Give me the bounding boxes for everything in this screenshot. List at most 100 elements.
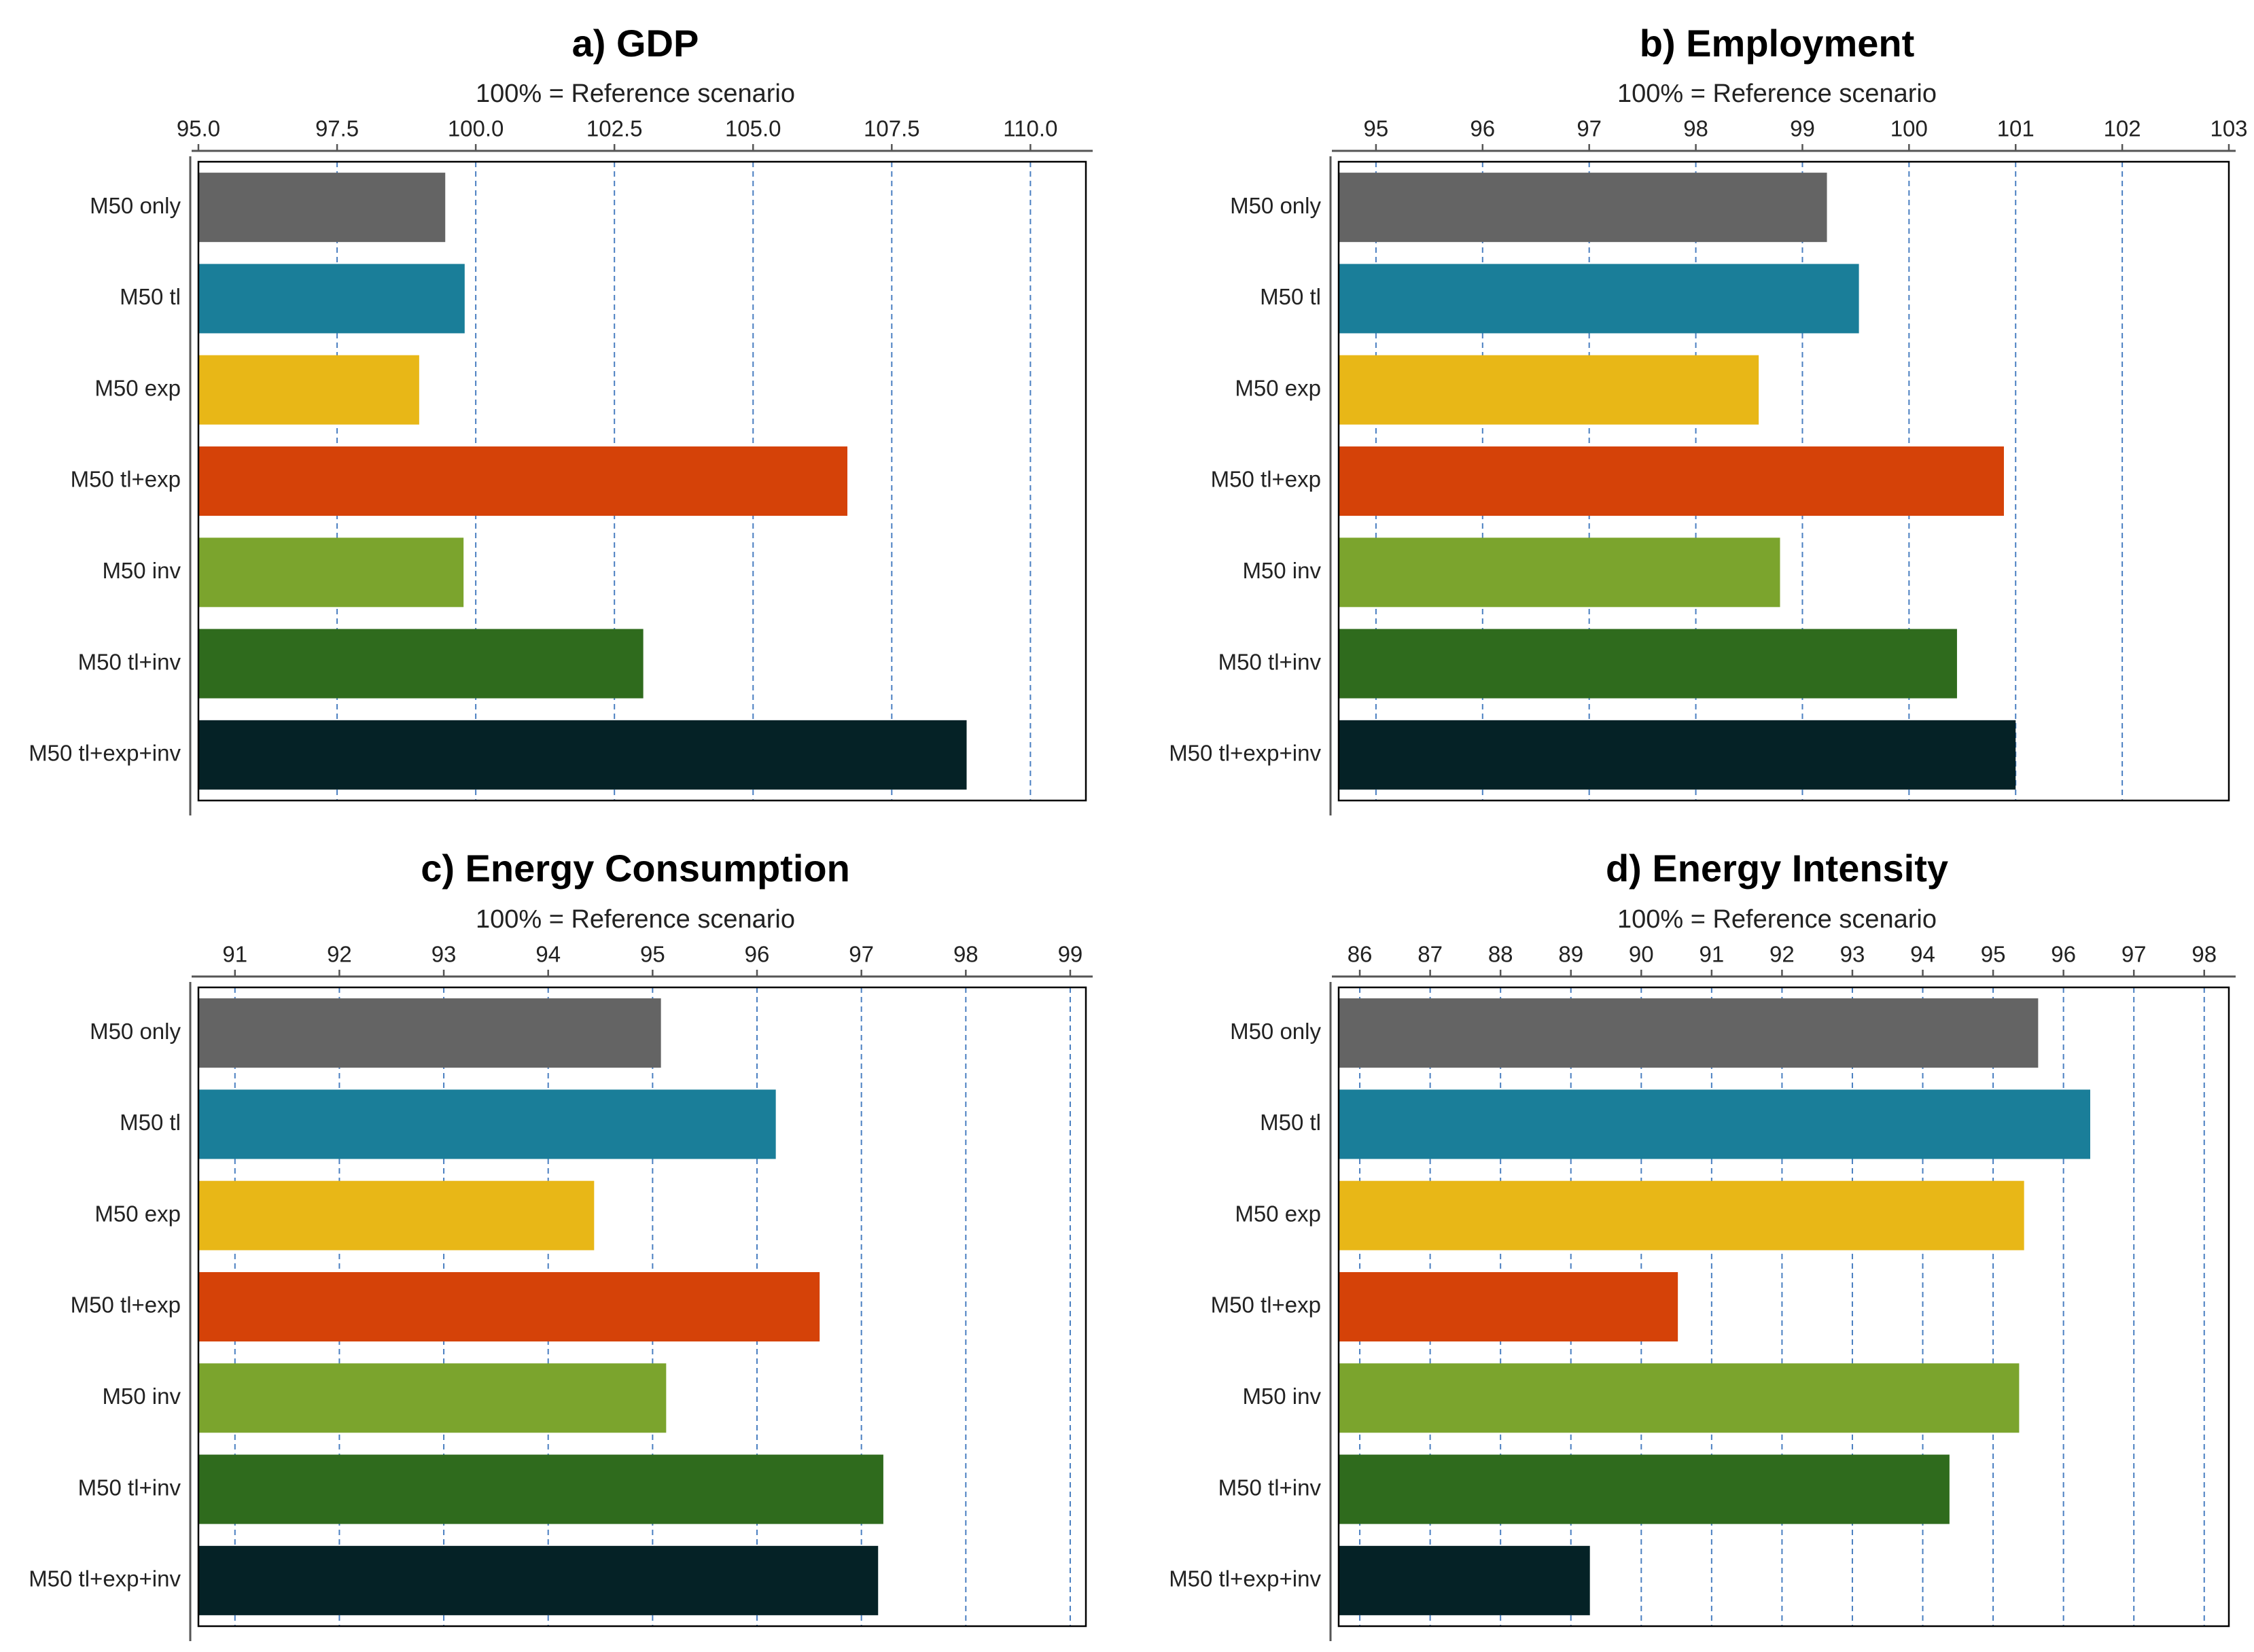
- chart0-bar-m50-tl-exp: [198, 446, 848, 516]
- chart2-bar-m50-tl-inv: [198, 1454, 883, 1524]
- chart0-bar-m50-only: [198, 173, 446, 243]
- chart1-tick-label-100: 100: [1890, 116, 1928, 141]
- chart1-bar-m50-tl-exp-inv: [1339, 720, 2016, 790]
- chart1-bar-m50-tl-inv: [1339, 629, 1957, 699]
- chart2-tick-label-96: 96: [745, 942, 770, 967]
- chart3-tick-label-98: 98: [2191, 942, 2217, 967]
- chart2-tick-label-94: 94: [535, 942, 561, 967]
- chart3-tick-label-93: 93: [1840, 942, 1865, 967]
- chart3-plot-frame: [1337, 986, 2230, 1628]
- chart1-category-label-m50-tl-exp-inv: M50 tl+exp+inv: [1169, 741, 1321, 766]
- chart0-bar-m50-tl-exp-inv: [198, 720, 967, 790]
- chart2-category-label-m50-tl-exp: M50 tl+exp: [71, 1293, 181, 1318]
- chart2-tick-label-97: 97: [849, 942, 874, 967]
- chart3-title: d) Energy Intensity: [1606, 847, 1948, 890]
- chart3-tick-label-96: 96: [2051, 942, 2076, 967]
- chart1-bar-m50-exp: [1339, 355, 1759, 425]
- chart1-plot-frame: [1337, 160, 2230, 802]
- chart0-category-label-m50-inv: M50 inv: [102, 558, 181, 583]
- chart0-bar-m50-exp: [198, 355, 419, 425]
- panel-energy-consumption: c) Energy Consumption 100% = Reference sc…: [0, 826, 1114, 1652]
- chart0-category-label-m50-tl-exp-inv: M50 tl+exp+inv: [29, 741, 181, 766]
- panel-gdp: a) GDP 100% = Reference scenario 95.0 97.5 1…: [0, 0, 1114, 822]
- chart3-category-label-m50-tl-exp-inv: M50 tl+exp+inv: [1169, 1566, 1321, 1592]
- chart1-bar-m50-tl-exp: [1339, 446, 2004, 516]
- chart3-tick-label-86: 86: [1348, 942, 1373, 967]
- chart1-tick-label-103: 103: [2210, 116, 2247, 141]
- chart3-category-label-m50-only: M50 only: [1230, 1019, 1321, 1044]
- chart0-bar-m50-inv: [198, 538, 464, 608]
- chart-employment: b) Employment 100% = Reference scenario 95…: [1169, 22, 2248, 815]
- chart2-category-label-m50-exp: M50 exp: [94, 1201, 181, 1226]
- chart1-tick-label-95: 95: [1364, 116, 1389, 141]
- chart3-tick-label-94: 94: [1910, 942, 1935, 967]
- chart1-category-label-m50-inv: M50 inv: [1242, 558, 1321, 583]
- chart1-tick-label-98: 98: [1683, 116, 1708, 141]
- chart0-tick-label-107-5: 107.5: [864, 116, 920, 141]
- chart-energy-intensity: d) Energy Intensity 100% = Reference scen…: [1169, 847, 2236, 1641]
- chart2-category-label-m50-only: M50 only: [90, 1019, 181, 1044]
- chart2-tick-label-98: 98: [953, 942, 979, 967]
- chart1-title: b) Employment: [1640, 22, 1914, 65]
- chart0-tick-label-105-0: 105.0: [725, 116, 781, 141]
- chart1-category-label-m50-tl-exp: M50 tl+exp: [1211, 467, 1321, 492]
- chart0-category-label-m50-tl-inv: M50 tl+inv: [78, 649, 181, 674]
- chart0-category-label-m50-exp: M50 exp: [94, 375, 181, 400]
- chart2-bar-m50-tl-exp: [198, 1271, 820, 1342]
- chart0-tick-label-97-5: 97.5: [315, 116, 359, 141]
- chart2-tick-label-95: 95: [640, 942, 665, 967]
- chart2-tick-label-92: 92: [327, 942, 352, 967]
- chart2-bar-m50-inv: [198, 1363, 667, 1433]
- chart3-bar-m50-exp: [1339, 1180, 2024, 1250]
- chart2-bar-m50-tl: [198, 1089, 776, 1159]
- chart3-tick-label-95: 95: [1981, 942, 2006, 967]
- chart1-tick-label-96: 96: [1470, 116, 1495, 141]
- chart3-category-label-m50-tl: M50 tl: [1260, 1110, 1321, 1135]
- chart3-bar-m50-tl: [1339, 1089, 2090, 1159]
- panel-employment: b) Employment 100% = Reference scenario 95…: [1142, 0, 2254, 822]
- chart3-tick-label-97: 97: [2121, 942, 2147, 967]
- chart0-plot-frame: [197, 160, 1087, 802]
- chart2-tick-label-91: 91: [222, 942, 247, 967]
- chart2-bar-m50-exp: [198, 1180, 595, 1250]
- chart3-tick-label-90: 90: [1629, 942, 1654, 967]
- chart0-tick-label-110-0: 110.0: [1003, 116, 1057, 141]
- chart3-x-axis-label: 100% = Reference scenario: [1617, 905, 1937, 934]
- chart3-bar-m50-inv: [1339, 1363, 2020, 1433]
- chart2-category-label-m50-tl-exp-inv: M50 tl+exp+inv: [29, 1566, 181, 1592]
- chart3-bar-m50-only: [1339, 998, 2039, 1068]
- chart1-category-label-m50-only: M50 only: [1230, 193, 1321, 218]
- chart0-title: a) GDP: [572, 22, 699, 65]
- chart3-category-label-m50-tl-inv: M50 tl+inv: [1218, 1475, 1322, 1500]
- chart3-category-label-m50-exp: M50 exp: [1235, 1201, 1321, 1226]
- chart2-title: c) Energy Consumption: [421, 847, 850, 890]
- chart3-category-label-m50-tl-exp: M50 tl+exp: [1211, 1293, 1321, 1318]
- chart2-category-label-m50-inv: M50 inv: [102, 1384, 181, 1409]
- chart1-tick-label-101: 101: [1997, 116, 2035, 141]
- chart3-tick-label-92: 92: [1769, 942, 1795, 967]
- chart3-category-label-m50-inv: M50 inv: [1242, 1384, 1321, 1409]
- chart2-tick-label-93: 93: [432, 942, 457, 967]
- chart0-x-axis-label: 100% = Reference scenario: [476, 80, 795, 108]
- chart0-category-label-m50-tl-exp: M50 tl+exp: [71, 467, 181, 492]
- chart1-category-label-m50-exp: M50 exp: [1235, 375, 1321, 400]
- chart2-tick-label-99: 99: [1058, 942, 1083, 967]
- chart2-category-label-m50-tl-inv: M50 tl+inv: [78, 1475, 181, 1500]
- chart1-bar-m50-only: [1339, 173, 1827, 243]
- chart1-category-label-m50-tl-inv: M50 tl+inv: [1218, 649, 1322, 674]
- chart0-category-label-m50-tl: M50 tl: [120, 284, 181, 309]
- chart1-category-label-m50-tl: M50 tl: [1260, 284, 1321, 309]
- chart0-tick-label-102-5: 102.5: [586, 116, 643, 141]
- chart3-tick-label-89: 89: [1558, 942, 1583, 967]
- chart1-tick-label-102: 102: [2104, 116, 2141, 141]
- chart1-bar-m50-inv: [1339, 538, 1780, 608]
- chart1-tick-label-97: 97: [1577, 116, 1602, 141]
- chart-gdp: a) GDP 100% = Reference scenario 95.0 97.5 1…: [29, 22, 1093, 815]
- chart0-bar-m50-tl-inv: [198, 629, 644, 699]
- chart2-x-axis-label: 100% = Reference scenario: [476, 905, 795, 934]
- chart3-tick-label-91: 91: [1699, 942, 1724, 967]
- chart3-bar-m50-tl-inv: [1339, 1454, 1950, 1524]
- chart1-tick-label-99: 99: [1790, 116, 1815, 141]
- chart2-bar-m50-tl-exp-inv: [198, 1545, 879, 1615]
- panel-energy-intensity: d) Energy Intensity 100% = Reference scen…: [1142, 826, 2254, 1652]
